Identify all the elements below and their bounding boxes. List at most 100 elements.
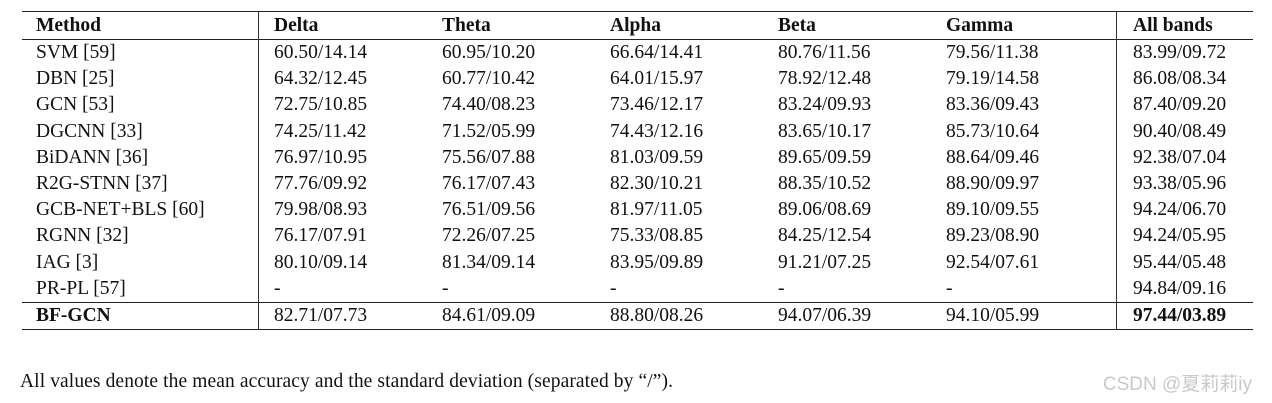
table-row: RGNN [32] 76.17/07.91 72.26/07.25 75.33/08.… <box>22 223 1253 250</box>
watermark: CSDN @夏莉莉iy <box>1102 374 1252 395</box>
cell-delta: 72.75/10.85 <box>274 94 368 116</box>
cell-beta: 83.65/10.17 <box>778 120 872 142</box>
cell-beta: 94.07/06.39 <box>778 304 872 326</box>
table-body: SVM [59] 60.50/14.14 60.95/10.20 66.64/14.4… <box>22 39 1253 330</box>
cell-alpha: 82.30/10.21 <box>610 173 704 195</box>
table-row-highlight: BF-GCN 82.71/07.73 84.61/09.09 88.80/08.… <box>22 302 1253 330</box>
cell-all-bands: 94.24/05.95 <box>1133 225 1227 247</box>
cell-alpha: 81.97/11.05 <box>610 199 703 221</box>
cell-theta: 81.34/09.14 <box>442 251 536 273</box>
cell-all-bands: 87.40/09.20 <box>1133 94 1227 116</box>
cell-gamma: 94.10/05.99 <box>946 302 1117 330</box>
cell-gamma: 92.54/07.61 <box>946 249 1117 276</box>
cell-all-bands: 83.99/09.72 <box>1133 42 1227 64</box>
cell-gamma: 89.10/09.55 <box>946 197 1117 224</box>
cell-all-bands: 95.44/05.48 <box>1133 251 1227 273</box>
cell-delta: 64.32/12.45 <box>274 68 368 90</box>
cell-beta: 80.76/11.56 <box>778 42 871 64</box>
cell-gamma: 83.36/09.43 <box>946 92 1117 119</box>
cell-theta: - <box>442 277 449 299</box>
cell-delta: 76.97/10.95 <box>274 146 368 168</box>
cell-method: R2G-STNN [37] <box>22 170 259 198</box>
table-header: Method Delta Theta Alpha Beta Gamma All … <box>22 11 1253 40</box>
cell-beta: 91.21/07.25 <box>778 251 872 273</box>
table-row: IAG [3] 80.10/09.14 81.34/09.14 83.95/09.89… <box>22 249 1253 276</box>
table-row: R2G-STNN [37] 77.76/09.92 76.17/07.43 82.30… <box>22 170 1253 198</box>
cell-beta: 78.92/12.48 <box>778 68 872 90</box>
header-method: Method <box>22 11 259 40</box>
cell-all-bands: 93.38/05.96 <box>1133 173 1227 195</box>
cell-all-bands: 94.24/06.70 <box>1133 199 1227 221</box>
cell-theta: 84.61/09.09 <box>442 304 536 326</box>
cell-all-bands: 92.38/07.04 <box>1133 146 1227 168</box>
cell-theta: 60.77/10.42 <box>442 68 536 90</box>
table-row: BiDANN [36] 76.97/10.95 75.56/07.88 81.03/0… <box>22 144 1253 171</box>
header-gamma: Gamma <box>946 11 1117 40</box>
cell-gamma: 85.73/10.64 <box>946 118 1117 145</box>
header-all-bands: All bands <box>1133 14 1213 36</box>
table-row: DBN [25] 64.32/12.45 60.77/10.42 64.01/15.9… <box>22 66 1253 93</box>
cell-gamma: 79.56/11.38 <box>946 39 1117 67</box>
cell-beta: 89.06/08.69 <box>778 199 872 221</box>
cell-gamma: 88.64/09.46 <box>946 144 1117 171</box>
cell-delta: 60.50/14.14 <box>274 42 368 64</box>
cell-theta: 74.40/08.23 <box>442 94 536 116</box>
cell-method: GCB-NET+BLS [60] <box>22 197 259 224</box>
cell-gamma: 88.90/09.97 <box>946 170 1117 198</box>
results-table: Method Delta Theta Alpha Beta Gamma All … <box>22 11 1253 330</box>
cell-all-bands: 94.84/09.16 <box>1133 277 1227 299</box>
header-delta: Delta <box>274 14 319 36</box>
cell-delta: 77.76/09.92 <box>274 173 368 195</box>
table-row: PR-PL [57] - - - - -94.84/09.16 <box>22 275 1253 303</box>
cell-alpha: 64.01/15.97 <box>610 68 704 90</box>
cell-method: GCN [53] <box>22 92 259 119</box>
cell-delta: - <box>274 277 281 299</box>
cell-theta: 75.56/07.88 <box>442 146 536 168</box>
cell-alpha: 66.64/14.41 <box>610 42 704 64</box>
cell-method: RGNN [32] <box>22 223 259 250</box>
cell-alpha: 74.43/12.16 <box>610 120 704 142</box>
cell-delta: 79.98/08.93 <box>274 199 368 221</box>
cell-beta: 88.35/10.52 <box>778 173 872 195</box>
cell-alpha: 83.95/09.89 <box>610 251 704 273</box>
table-row: GCB-NET+BLS [60] 79.98/08.93 76.51/09.56 81… <box>22 197 1253 224</box>
cell-beta: 83.24/09.93 <box>778 94 872 116</box>
cell-beta: 84.25/12.54 <box>778 225 872 247</box>
cell-alpha: - <box>610 277 617 299</box>
cell-delta: 74.25/11.42 <box>274 120 367 142</box>
cell-all-bands: 97.44/03.89 <box>1133 304 1227 326</box>
cell-method: SVM [59] <box>22 39 259 67</box>
cell-delta: 82.71/07.73 <box>274 304 368 326</box>
cell-gamma: 89.23/08.90 <box>946 223 1117 250</box>
cell-beta: 89.65/09.59 <box>778 146 872 168</box>
cell-all-bands: 90.40/08.49 <box>1133 120 1227 142</box>
cell-theta: 60.95/10.20 <box>442 42 536 64</box>
cell-delta: 76.17/07.91 <box>274 225 368 247</box>
cell-theta: 72.26/07.25 <box>442 225 536 247</box>
cell-delta: 80.10/09.14 <box>274 251 368 273</box>
cell-beta: - <box>778 277 785 299</box>
cell-method: PR-PL [57] <box>22 275 259 303</box>
header-row: Method Delta Theta Alpha Beta Gamma All … <box>22 11 1253 40</box>
cell-alpha: 88.80/08.26 <box>610 304 704 326</box>
cell-method: BiDANN [36] <box>22 144 259 171</box>
cell-method: IAG [3] <box>22 249 259 276</box>
cell-method: DBN [25] <box>22 66 259 93</box>
cell-theta: 76.17/07.43 <box>442 173 536 195</box>
cell-method: BF-GCN <box>22 302 259 330</box>
cell-all-bands: 86.08/08.34 <box>1133 68 1227 90</box>
table-row: DGCNN [33] 74.25/11.42 71.52/05.99 74.43/12… <box>22 118 1253 145</box>
cell-alpha: 73.46/12.17 <box>610 94 704 116</box>
header-alpha: Alpha <box>610 14 661 36</box>
cell-gamma: - <box>946 275 1117 303</box>
table-row: GCN [53] 72.75/10.85 74.40/08.23 73.46/12.1… <box>22 92 1253 119</box>
cell-method: DGCNN [33] <box>22 118 259 145</box>
cell-theta: 71.52/05.99 <box>442 120 536 142</box>
cell-alpha: 81.03/09.59 <box>610 146 704 168</box>
table-caption: All values denote the mean accuracy and … <box>20 371 674 392</box>
header-theta: Theta <box>442 14 491 36</box>
cell-gamma: 79.19/14.58 <box>946 66 1117 93</box>
table-row: SVM [59] 60.50/14.14 60.95/10.20 66.64/14.4… <box>22 39 1253 67</box>
header-beta: Beta <box>778 14 816 36</box>
cell-theta: 76.51/09.56 <box>442 199 536 221</box>
